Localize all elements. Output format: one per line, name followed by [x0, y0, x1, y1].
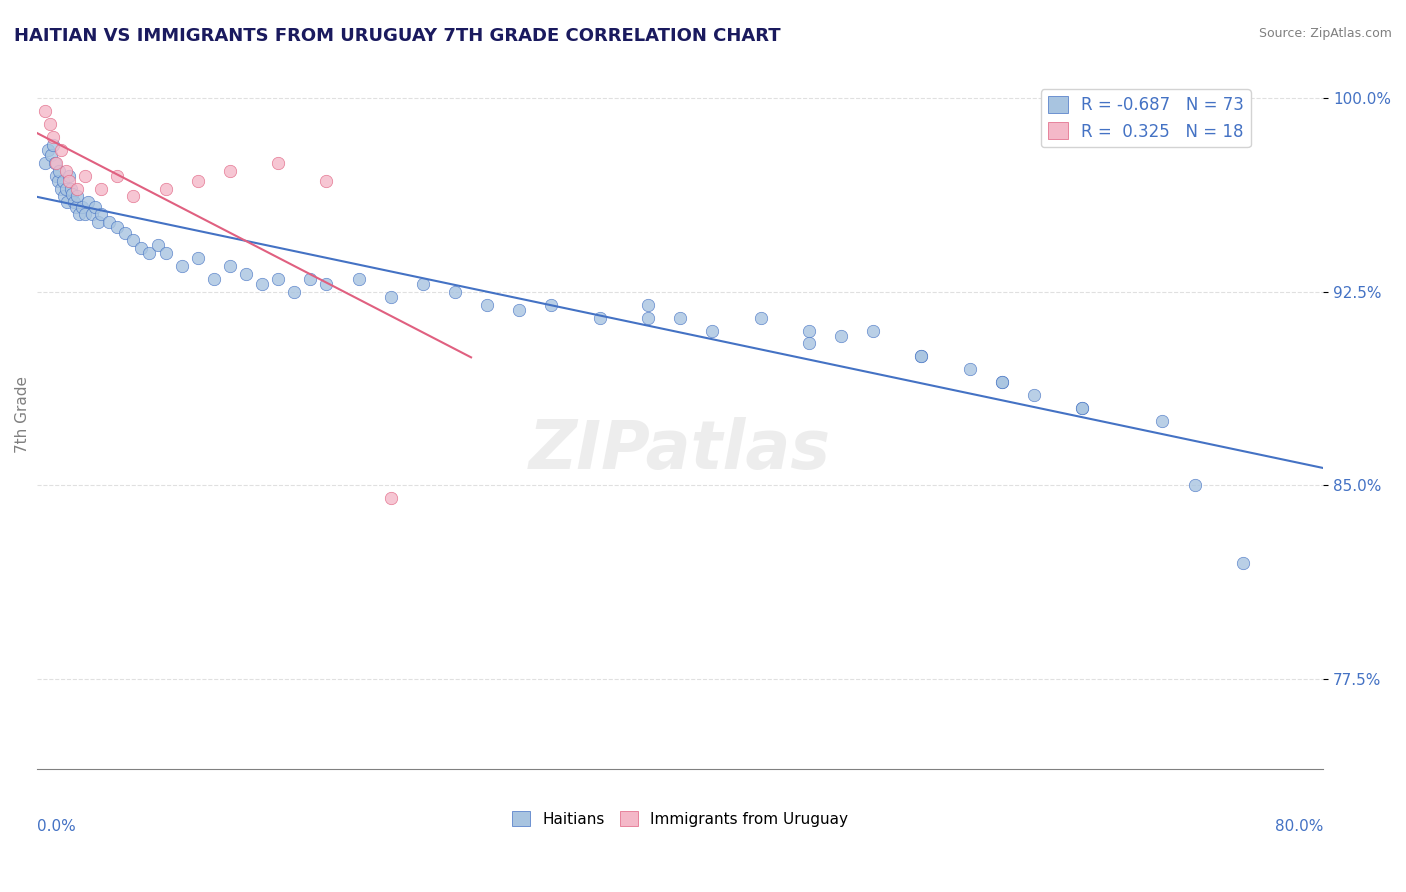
Point	[45, 156, 67, 170]
Point	[114, 226, 136, 240]
Point	[380, 290, 402, 304]
Point	[170, 259, 193, 273]
Point	[155, 181, 177, 195]
Point	[138, 246, 160, 260]
Point	[77, 194, 100, 209]
Point	[87, 215, 110, 229]
Point	[75, 169, 97, 183]
Point	[959, 362, 981, 376]
Point	[315, 174, 337, 188]
Point	[75, 207, 97, 221]
Point	[34, 104, 56, 119]
Point	[202, 272, 225, 286]
Point	[42, 137, 65, 152]
Point	[1071, 401, 1094, 415]
Point	[122, 233, 145, 247]
Point	[830, 328, 852, 343]
Point	[34, 156, 56, 170]
Point	[59, 181, 82, 195]
Point	[990, 375, 1012, 389]
Point	[52, 174, 75, 188]
Text: 0.0%: 0.0%	[37, 819, 76, 834]
Point	[56, 194, 79, 209]
Point	[98, 215, 121, 229]
Point	[637, 298, 659, 312]
Point	[219, 163, 242, 178]
Point	[347, 272, 370, 286]
Point	[1071, 401, 1094, 415]
Point	[475, 298, 498, 312]
Point	[44, 156, 66, 170]
Point	[131, 241, 153, 255]
Point	[1184, 478, 1206, 492]
Point	[1152, 414, 1174, 428]
Point	[67, 207, 90, 221]
Point	[49, 143, 72, 157]
Point	[235, 267, 257, 281]
Point	[267, 156, 290, 170]
Point	[90, 181, 112, 195]
Point	[63, 194, 86, 209]
Point	[380, 491, 402, 506]
Point	[540, 298, 562, 312]
Point	[42, 130, 65, 145]
Point	[412, 277, 434, 292]
Point	[48, 163, 70, 178]
Point	[55, 181, 77, 195]
Point	[990, 375, 1012, 389]
Point	[46, 174, 69, 188]
Point	[53, 189, 76, 203]
Point	[187, 174, 209, 188]
Y-axis label: 7th Grade: 7th Grade	[15, 376, 30, 453]
Point	[187, 252, 209, 266]
Point	[862, 324, 884, 338]
Point	[45, 169, 67, 183]
Point	[910, 350, 932, 364]
Point	[70, 200, 93, 214]
Point	[444, 285, 467, 299]
Point	[66, 189, 89, 203]
Point	[49, 181, 72, 195]
Point	[749, 310, 772, 325]
Text: HAITIAN VS IMMIGRANTS FROM URUGUAY 7TH GRADE CORRELATION CHART: HAITIAN VS IMMIGRANTS FROM URUGUAY 7TH G…	[14, 27, 780, 45]
Point	[37, 143, 59, 157]
Point	[55, 163, 77, 178]
Point	[250, 277, 273, 292]
Text: Source: ZipAtlas.com: Source: ZipAtlas.com	[1258, 27, 1392, 40]
Point	[1232, 556, 1254, 570]
Point	[83, 200, 105, 214]
Point	[589, 310, 612, 325]
Point	[41, 148, 63, 162]
Point	[1022, 388, 1045, 402]
Point	[38, 117, 60, 131]
Point	[80, 207, 103, 221]
Point	[58, 174, 80, 188]
Point	[65, 200, 87, 214]
Point	[299, 272, 322, 286]
Point	[702, 324, 724, 338]
Text: ZIPatlas: ZIPatlas	[529, 417, 831, 483]
Point	[219, 259, 242, 273]
Point	[66, 181, 89, 195]
Point	[637, 310, 659, 325]
Point	[90, 207, 112, 221]
Point	[146, 238, 169, 252]
Point	[910, 350, 932, 364]
Legend: Haitians, Immigrants from Uruguay: Haitians, Immigrants from Uruguay	[506, 805, 855, 832]
Point	[797, 336, 820, 351]
Point	[58, 169, 80, 183]
Point	[105, 220, 128, 235]
Point	[797, 324, 820, 338]
Point	[508, 302, 530, 317]
Point	[155, 246, 177, 260]
Point	[60, 186, 83, 201]
Point	[105, 169, 128, 183]
Point	[283, 285, 305, 299]
Point	[122, 189, 145, 203]
Text: 80.0%: 80.0%	[1275, 819, 1323, 834]
Point	[669, 310, 692, 325]
Point	[267, 272, 290, 286]
Point	[315, 277, 337, 292]
